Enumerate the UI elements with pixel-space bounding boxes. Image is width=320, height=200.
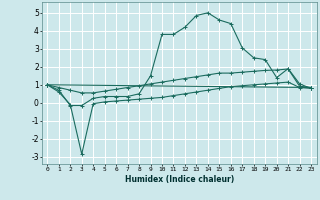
X-axis label: Humidex (Indice chaleur): Humidex (Indice chaleur) [124, 175, 234, 184]
